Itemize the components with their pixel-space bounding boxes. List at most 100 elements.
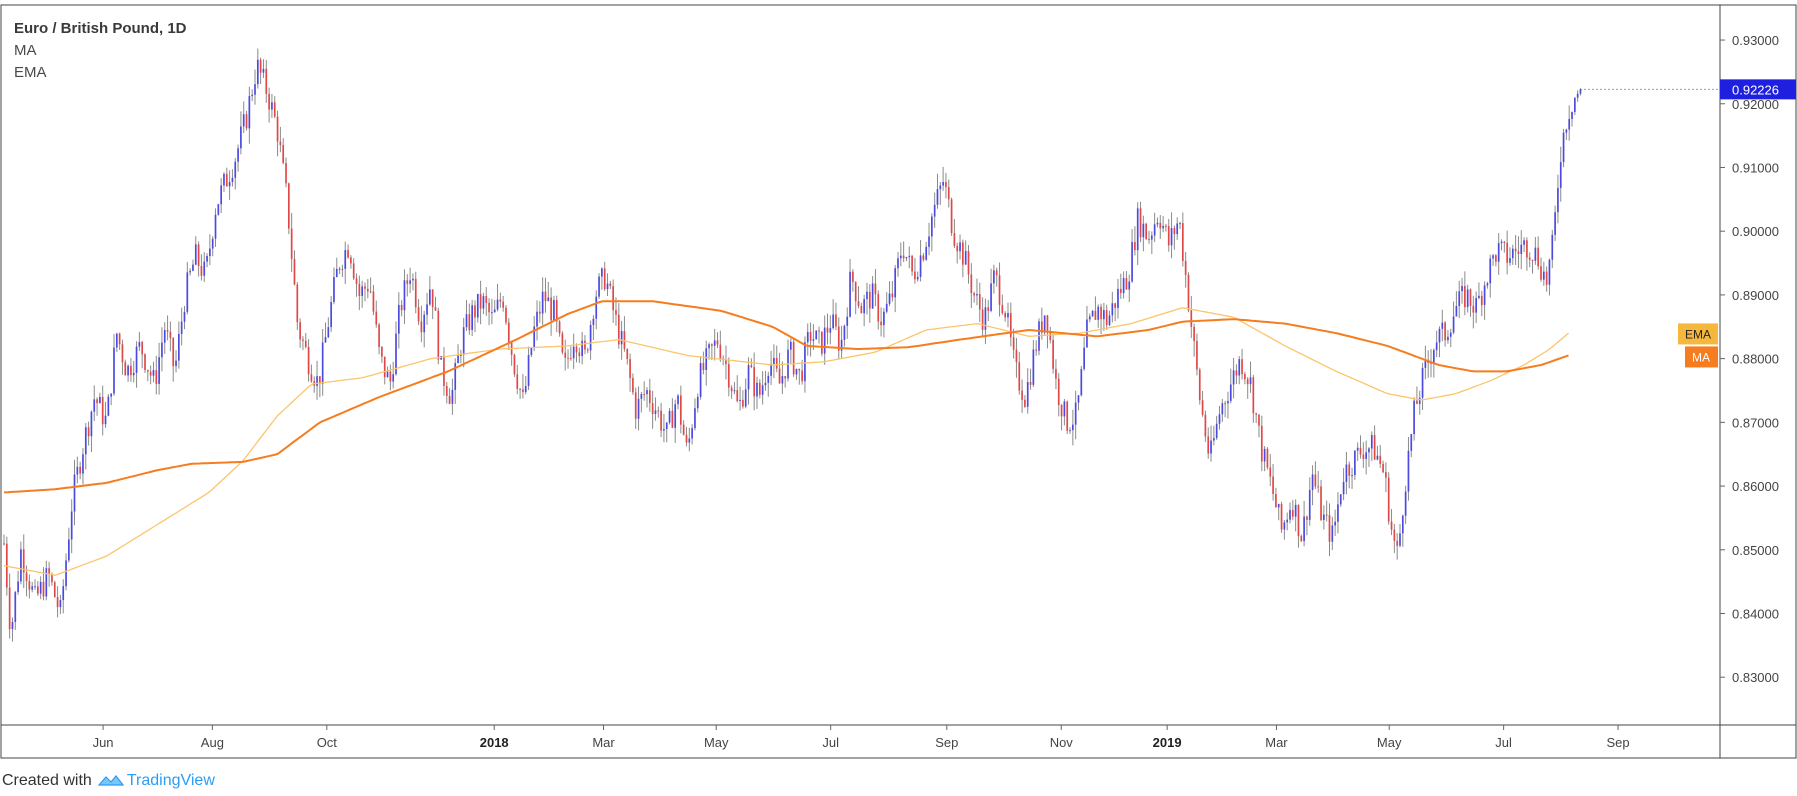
y-tick-label: 0.84000 bbox=[1732, 606, 1779, 621]
candle-body bbox=[544, 291, 547, 302]
candle-body bbox=[138, 342, 141, 347]
candle-body bbox=[778, 368, 781, 384]
y-tick-label: 0.87000 bbox=[1732, 415, 1779, 430]
candle-body bbox=[1520, 244, 1523, 254]
candle-body bbox=[1441, 322, 1444, 329]
candle-body bbox=[1007, 312, 1009, 318]
ma-line bbox=[3, 300, 1569, 494]
candle-body bbox=[947, 187, 950, 200]
candle-body bbox=[753, 367, 756, 397]
candle-body bbox=[1489, 258, 1492, 284]
candle-body bbox=[1176, 223, 1179, 235]
candle-body bbox=[612, 286, 615, 311]
candle-body bbox=[733, 390, 736, 392]
legend-ma[interactable]: MA bbox=[14, 42, 37, 59]
chart-canvas[interactable]: 0.93000 0.92000 0.91000 0.90000 0.89000 0.880… bbox=[0, 0, 1797, 760]
candle-body bbox=[818, 330, 820, 332]
candle-body bbox=[629, 359, 631, 379]
candle-body bbox=[634, 392, 637, 419]
candle-body bbox=[20, 549, 22, 582]
x-tick-label: Jul bbox=[1495, 735, 1512, 750]
candle-body bbox=[1029, 382, 1032, 385]
candle-body bbox=[347, 250, 349, 258]
symbol-title[interactable]: Euro / British Pound, 1D bbox=[14, 20, 187, 37]
candle-body bbox=[1511, 248, 1514, 259]
candle-body bbox=[897, 258, 899, 269]
candle-body bbox=[127, 365, 129, 376]
y-tick-label: 0.83000 bbox=[1732, 670, 1779, 685]
candle-body bbox=[1523, 240, 1525, 245]
candle-body bbox=[1390, 521, 1393, 530]
candle-body bbox=[1565, 129, 1568, 133]
candle-body bbox=[465, 314, 468, 328]
candle-body bbox=[705, 348, 708, 370]
candle-body bbox=[53, 582, 56, 598]
candle-body bbox=[795, 368, 798, 375]
x-tick-label: Sep bbox=[935, 735, 958, 750]
candle-body bbox=[175, 360, 177, 367]
candle-body bbox=[589, 325, 592, 351]
candle-body bbox=[3, 543, 5, 545]
candle-body bbox=[279, 141, 282, 146]
candle-body bbox=[1241, 359, 1243, 375]
candle-body bbox=[451, 389, 454, 404]
candle-body bbox=[414, 278, 417, 308]
candle-body bbox=[716, 340, 719, 345]
candle-body bbox=[1275, 493, 1277, 508]
candle-body bbox=[1497, 243, 1500, 262]
candle-body bbox=[1382, 463, 1384, 473]
y-tick-label: 0.85000 bbox=[1732, 543, 1779, 558]
candle-body bbox=[1252, 377, 1255, 414]
candle-body bbox=[242, 114, 245, 127]
candle-body bbox=[1354, 450, 1356, 476]
candle-body bbox=[1026, 382, 1029, 407]
candle-body bbox=[1159, 222, 1162, 229]
x-tick-label: 2019 bbox=[1153, 735, 1182, 750]
candle-body bbox=[1004, 313, 1007, 318]
candle-body bbox=[773, 357, 775, 365]
candle-body bbox=[474, 305, 476, 318]
candle-body bbox=[443, 356, 445, 386]
candle-body bbox=[516, 374, 519, 389]
candle-body bbox=[392, 374, 395, 382]
candle-body bbox=[1119, 288, 1122, 294]
candle-body bbox=[172, 338, 175, 367]
candle-body bbox=[144, 354, 146, 371]
candle-body bbox=[555, 300, 558, 322]
candle-body bbox=[806, 331, 809, 343]
candle-body bbox=[677, 395, 679, 405]
x-tick-label: 2018 bbox=[480, 735, 509, 750]
candle-body bbox=[1432, 350, 1435, 364]
candle-body bbox=[942, 181, 944, 186]
candle-body bbox=[665, 422, 668, 430]
candle-body bbox=[211, 238, 214, 249]
candle-body bbox=[826, 327, 829, 333]
candle-body bbox=[688, 438, 691, 443]
candle-body bbox=[843, 325, 846, 340]
candle-body bbox=[1461, 285, 1463, 292]
candle-body bbox=[575, 346, 578, 353]
candle-body bbox=[905, 257, 908, 259]
candle-body bbox=[276, 116, 279, 142]
candle-body bbox=[1557, 187, 1559, 213]
tradingview-link[interactable]: TradingView bbox=[97, 772, 215, 790]
candle-body bbox=[1362, 454, 1365, 459]
candle-body bbox=[1170, 228, 1173, 246]
candle-body bbox=[1294, 504, 1297, 517]
candle-body bbox=[254, 84, 256, 95]
candle-body bbox=[623, 331, 626, 349]
candle-body bbox=[1334, 521, 1336, 526]
candle-body bbox=[911, 255, 913, 272]
candle-body bbox=[8, 587, 11, 630]
candle-body bbox=[1404, 491, 1407, 516]
candle-body bbox=[87, 427, 90, 437]
candle-body bbox=[846, 316, 849, 326]
candle-body bbox=[598, 276, 600, 297]
candle-body bbox=[1396, 540, 1399, 546]
candle-body bbox=[646, 390, 648, 395]
candle-body bbox=[149, 371, 152, 376]
candle-body bbox=[101, 396, 104, 425]
legend-ema[interactable]: EMA bbox=[14, 64, 47, 81]
candle-body bbox=[1055, 368, 1057, 379]
candle-body bbox=[1554, 212, 1556, 235]
